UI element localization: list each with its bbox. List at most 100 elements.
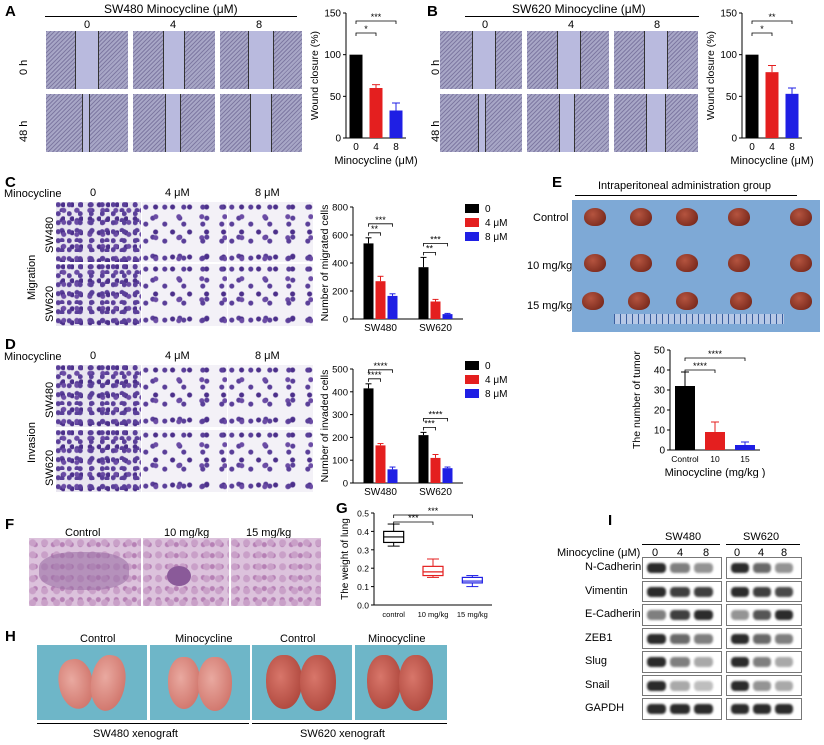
blot-strip	[642, 604, 722, 626]
blot-strip	[726, 580, 802, 602]
x-tick-label: SW480	[364, 487, 397, 498]
significance-label: ***	[371, 12, 382, 22]
significance-bracket	[368, 232, 381, 236]
blot-band	[670, 610, 690, 620]
invasion-image-sw480-8	[228, 365, 313, 427]
significance-label: ****	[708, 349, 723, 359]
blot-strip	[642, 557, 722, 579]
wound-image-a-8-0h	[220, 31, 302, 89]
y-tick-label: 100	[332, 456, 348, 467]
invasion-image-sw620-8	[228, 430, 313, 492]
panel-i-rule-sw620	[726, 544, 800, 545]
x-tick-label: SW620	[419, 487, 452, 498]
y-tick-label: 10	[654, 426, 666, 437]
blot-band	[647, 633, 667, 644]
significance-bracket	[751, 32, 773, 36]
bar	[430, 301, 441, 319]
blot-band	[731, 563, 749, 573]
blot-strip	[726, 698, 802, 720]
invasion-image-sw480-4	[142, 365, 227, 427]
panel-f-col-15: 15 mg/kg	[246, 527, 292, 539]
blot-band	[670, 563, 690, 573]
y-tick-label: 0.2	[357, 564, 369, 574]
bar	[363, 243, 374, 319]
organ-photo	[572, 200, 820, 332]
y-tick-label: 50	[726, 92, 738, 103]
blot-strip	[642, 698, 722, 720]
bar	[430, 457, 441, 483]
blot-band	[693, 657, 713, 667]
bar	[387, 469, 398, 483]
protein-label: N-Cadherin	[585, 561, 642, 573]
significance-bracket	[355, 32, 377, 36]
y-tick-label: 0.4	[357, 527, 369, 537]
migration-image-sw480-8	[228, 202, 313, 262]
significance-label: ****	[367, 370, 382, 380]
panel-d-side-label: Invasion	[26, 422, 38, 463]
y-tick-label: 400	[332, 387, 348, 398]
y-tick-label: 0	[731, 134, 737, 145]
y-tick-label: 150	[324, 9, 341, 20]
panel-d-label: D	[5, 336, 16, 353]
blot-strip	[642, 651, 722, 673]
lung-photo-sw620-minocycline	[355, 645, 447, 720]
blot-band	[670, 680, 690, 691]
y-tick-label: 150	[720, 9, 737, 20]
y-tick-label: 50	[330, 92, 342, 103]
panel-d-cell-sw480: SW480	[44, 381, 56, 418]
panel-c-label: C	[5, 174, 16, 191]
significance-bracket	[423, 252, 436, 256]
significance-bracket	[393, 521, 434, 525]
panel-h-label: H	[5, 628, 16, 645]
panel-i-rule-sw480	[642, 544, 720, 545]
blot-band	[670, 633, 690, 644]
significance-label: *	[760, 24, 764, 34]
y-tick-label: 50	[654, 346, 666, 357]
blot-band	[647, 680, 667, 691]
panel-h-col-1: Minocycline	[175, 633, 233, 645]
panel-f-col-control: Control	[65, 527, 101, 539]
panel-c-col-0: 0	[90, 187, 97, 199]
significance-label: ***	[430, 234, 441, 244]
y-tick-label: 20	[654, 406, 666, 417]
legend-swatch	[465, 204, 479, 213]
panel-f-col-10: 10 mg/kg	[164, 527, 210, 539]
y-tick-label: 100	[324, 50, 341, 61]
panel-a-label: A	[5, 3, 16, 20]
y-tick-label: 0.0	[357, 601, 369, 611]
blot-band	[753, 586, 771, 597]
significance-label: ****	[428, 409, 443, 419]
y-tick-label: 300	[332, 410, 348, 421]
y-axis-label: The weight of lung	[340, 518, 351, 600]
blot-band	[731, 704, 749, 714]
y-tick-label: 0.3	[357, 545, 369, 555]
significance-label: **	[371, 224, 379, 234]
wound-image-b-4-48h	[527, 94, 609, 152]
panel-a-dose-4: 4	[170, 19, 177, 31]
legend-swatch	[465, 218, 479, 227]
blot-band	[775, 610, 793, 620]
protein-label: ZEB1	[585, 631, 613, 644]
migration-image-sw480-0	[56, 202, 141, 262]
wound-image-a-4-0h	[133, 31, 215, 89]
significance-bracket	[423, 243, 448, 247]
chart-g-box: 0.0 0.1 0.2 0.3 0.4 0.5 control 10 mg/kg 15 mg/k…	[340, 506, 492, 619]
bar	[442, 468, 453, 483]
blot-band	[693, 610, 713, 620]
y-axis-label: Number of migrated cells	[319, 205, 331, 322]
significance-bracket	[751, 20, 793, 24]
panel-h-col-3: Minocycline	[368, 633, 426, 645]
blot-strip	[726, 604, 802, 626]
significance-bracket	[368, 369, 393, 373]
blot-band	[647, 563, 667, 573]
x-tick-label: 8	[393, 142, 399, 153]
bar	[705, 432, 725, 450]
legend-swatch	[465, 232, 479, 241]
blot-band	[775, 586, 793, 597]
blot-band	[731, 633, 749, 644]
panel-h-footer-sw480: SW480 xenograft	[93, 728, 178, 740]
significance-label: *	[364, 24, 368, 34]
blot-band	[693, 633, 713, 644]
panel-b-dose-0: 0	[482, 19, 489, 31]
y-axis-label: Wound closure (%)	[705, 31, 717, 120]
